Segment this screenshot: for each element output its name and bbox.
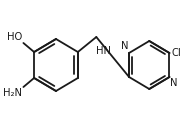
Text: N: N xyxy=(121,41,128,51)
Text: H₂N: H₂N xyxy=(3,88,22,98)
Text: HN: HN xyxy=(96,46,111,56)
Text: HO: HO xyxy=(7,32,22,42)
Text: Cl: Cl xyxy=(171,48,181,58)
Text: N: N xyxy=(170,78,178,88)
